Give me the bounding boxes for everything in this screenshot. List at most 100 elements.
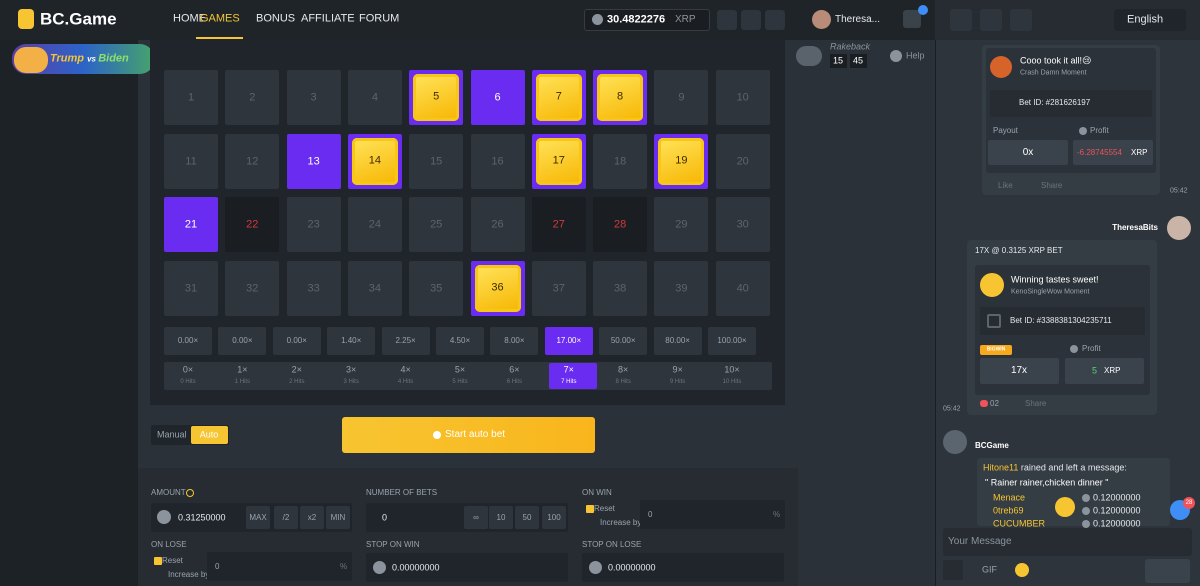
bets-btn-label[interactable]: ∞ <box>473 513 479 522</box>
amount-btn-label[interactable]: x2 <box>307 513 317 522</box>
chat-tab[interactable] <box>980 9 1002 31</box>
keno-tile[interactable]: 21 <box>164 197 218 252</box>
cmd-btn[interactable] <box>943 560 963 580</box>
keno-tile[interactable]: 23 <box>286 197 341 252</box>
keno-tile[interactable]: 38 <box>593 261 648 316</box>
keno-tile[interactable]: 25 <box>409 197 464 252</box>
keno-tile[interactable]: 20 <box>715 134 770 189</box>
bets-btn-label[interactable]: 50 <box>522 513 532 522</box>
placeholder[interactable]: Your Message <box>948 536 1012 547</box>
stop-input[interactable] <box>582 553 784 582</box>
keno-tile[interactable]: 17 <box>531 134 586 189</box>
start-label[interactable]: Start auto bet <box>445 429 506 440</box>
gif-btn[interactable]: GIF <box>982 564 997 575</box>
keno-tile[interactable]: 24 <box>347 197 402 252</box>
bets-btn-label[interactable]: 10 <box>496 513 506 522</box>
amount-btn[interactable] <box>300 506 324 529</box>
keno-tile[interactable]: 19 <box>654 134 709 189</box>
increase-input[interactable] <box>207 552 352 581</box>
nav-item[interactable]: FORUM <box>359 12 400 25</box>
auto-btn-bg[interactable] <box>191 426 228 444</box>
nav-icon-btn[interactable] <box>717 10 737 30</box>
keno-tile[interactable]: 3 <box>286 70 341 125</box>
nav-item[interactable]: GAMES <box>200 12 240 25</box>
amount-btn-label[interactable]: MAX <box>249 513 267 522</box>
nav-icon-btn[interactable] <box>741 10 761 30</box>
keno-tile[interactable]: 32 <box>225 261 280 316</box>
keno-tile[interactable]: 12 <box>225 134 280 189</box>
bets-btn-label[interactable]: 100 <box>547 513 561 522</box>
amount-btn[interactable] <box>326 506 350 529</box>
msg-icon[interactable] <box>903 10 921 28</box>
keno-tile[interactable]: 18 <box>593 134 648 189</box>
keno-tile[interactable]: 10 <box>715 70 770 125</box>
keno-tile[interactable]: 28 <box>593 197 648 252</box>
keno-tile[interactable]: 9 <box>654 70 709 125</box>
keno-tile[interactable]: 35 <box>409 261 464 316</box>
keno-tile[interactable]: 34 <box>347 261 402 316</box>
amount-btn-label[interactable]: MIN <box>330 513 346 522</box>
lang-box[interactable] <box>1114 9 1186 31</box>
checkbox[interactable] <box>586 505 594 513</box>
start-btn[interactable] <box>342 417 595 453</box>
like[interactable]: Like <box>998 181 1013 190</box>
amount-btn-label[interactable]: /2 <box>282 513 290 522</box>
keno-tile[interactable]: 7 <box>531 70 586 125</box>
bets-btn[interactable] <box>489 506 513 529</box>
keno-tile[interactable]: 27 <box>531 197 586 252</box>
tile-number: 30 <box>736 218 749 231</box>
auto-btn[interactable]: Auto <box>199 429 219 440</box>
keno-tile[interactable]: 33 <box>286 261 341 316</box>
help-icon[interactable] <box>890 50 902 62</box>
chat-tab[interactable] <box>950 9 972 31</box>
keno-tile[interactable]: 15 <box>409 134 464 189</box>
help[interactable]: Help <box>906 50 925 61</box>
keno-tile[interactable]: 1 <box>164 70 218 125</box>
nav-item[interactable]: AFFILIATE <box>301 12 355 25</box>
keno-tile[interactable]: 40 <box>715 261 770 316</box>
bets-btn[interactable] <box>515 506 539 529</box>
keno-tile[interactable]: 26 <box>470 197 525 252</box>
keno-tile[interactable]: 6 <box>470 70 525 125</box>
emoji-btn[interactable] <box>1015 563 1029 577</box>
keno-tile[interactable]: 36 <box>470 261 525 316</box>
share[interactable]: Share <box>1025 399 1047 408</box>
keno-tile[interactable]: 13 <box>286 134 341 189</box>
keno-tile[interactable]: 37 <box>531 261 586 316</box>
keno-tile[interactable]: 11 <box>164 134 218 189</box>
chat-tab[interactable] <box>1010 9 1032 31</box>
increase-input[interactable] <box>640 500 785 529</box>
share[interactable]: Share <box>1041 181 1063 190</box>
keno-tile[interactable]: 4 <box>347 70 402 125</box>
stop-input[interactable] <box>366 553 568 582</box>
balance-box[interactable] <box>584 9 710 31</box>
betid-row[interactable] <box>990 90 1152 117</box>
chat-input[interactable] <box>943 528 1192 556</box>
tile-number: 7 <box>555 90 562 103</box>
keno-tile[interactable]: 16 <box>470 134 525 189</box>
user-name[interactable]: Theresa... <box>835 14 881 25</box>
bets-btn[interactable] <box>464 506 488 529</box>
bets-btn[interactable] <box>542 506 566 529</box>
tile-number: 29 <box>675 218 688 231</box>
keno-tile[interactable]: 22 <box>225 197 280 252</box>
nav-item[interactable]: BONUS <box>256 12 296 25</box>
amount-btn[interactable] <box>246 506 270 529</box>
keno-tile[interactable]: 2 <box>225 70 280 125</box>
keno-tile[interactable]: 31 <box>164 261 218 316</box>
manual-btn[interactable]: Manual <box>157 429 187 440</box>
nav-item[interactable]: HOME <box>173 12 206 25</box>
keno-tile[interactable]: 30 <box>715 197 770 252</box>
keno-tile[interactable]: 29 <box>654 197 709 252</box>
language[interactable]: English <box>1127 13 1164 26</box>
betid-row[interactable] <box>980 307 1145 335</box>
amount-btn[interactable] <box>274 506 298 529</box>
keno-tile[interactable]: 5 <box>409 70 464 125</box>
send-btn[interactable] <box>1145 559 1190 583</box>
keno-tile[interactable]: 14 <box>347 134 402 189</box>
keno-tile[interactable]: 39 <box>654 261 709 316</box>
keno-tile[interactable]: 8 <box>593 70 648 125</box>
checkbox[interactable] <box>154 557 162 565</box>
likes[interactable]: 02 <box>990 399 999 408</box>
nav-icon-btn[interactable] <box>765 10 785 30</box>
